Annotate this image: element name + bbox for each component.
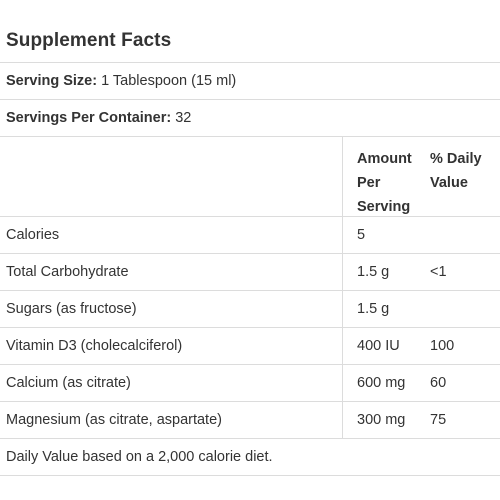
table-row: Magnesium (as citrate, aspartate) 300 mg…: [0, 402, 500, 439]
daily-value-footnote: Daily Value based on a 2,000 calorie die…: [6, 449, 273, 465]
serving-size-row: Serving Size: 1 Tablespoon (15 ml): [0, 63, 500, 100]
nutrient-name: Calcium (as citrate): [6, 375, 131, 391]
amount-header-cell: Amount Per Serving: [342, 137, 422, 216]
serving-size-value: 1 Tablespoon (15 ml): [101, 73, 237, 89]
serving-size: Serving Size: 1 Tablespoon (15 ml): [6, 73, 236, 89]
nutrient-dv-cell: [422, 217, 500, 253]
nutrient-dv: 100: [430, 338, 455, 354]
page-title: Supplement Facts: [6, 30, 172, 51]
supplement-facts-table: Serving Size: 1 Tablespoon (15 ml) Servi…: [0, 62, 500, 476]
nutrient-amount-cell: 400 IU: [342, 328, 422, 364]
nutrient-dv-cell: 60: [422, 365, 500, 401]
daily-value-header: % Daily Value: [430, 151, 482, 191]
nutrient-amount-cell: 1.5 g: [342, 254, 422, 290]
footnote-row: Daily Value based on a 2,000 calorie die…: [0, 439, 500, 476]
nutrient-name: Calories: [6, 227, 60, 243]
nutrient-dv-cell: <1: [422, 254, 500, 290]
servings-per-container-row: Servings Per Container: 32: [0, 100, 500, 137]
nutrient-amount-cell: 300 mg: [342, 402, 422, 438]
servings-per-container: Servings Per Container: 32: [6, 110, 191, 126]
nutrient-dv: <1: [430, 264, 447, 280]
nutrient-dv: 75: [430, 412, 447, 428]
nutrient-amount-cell: 5: [342, 217, 422, 253]
table-row: Total Carbohydrate 1.5 g <1: [0, 254, 500, 291]
servings-per-container-label: Servings Per Container:: [6, 110, 172, 126]
nutrient-amount: 400 IU: [357, 338, 400, 354]
nutrient-amount: 5: [357, 227, 366, 243]
nutrient-amount-cell: 600 mg: [342, 365, 422, 401]
nutrient-amount: 1.5 g: [357, 301, 390, 317]
nutrient-amount-cell: 1.5 g: [342, 291, 422, 327]
nutrient-name: Sugars (as fructose): [6, 301, 137, 317]
serving-size-label: Serving Size:: [6, 73, 98, 89]
nutrient-name: Total Carbohydrate: [6, 264, 129, 280]
nutrient-dv: 60: [430, 375, 447, 391]
nutrient-amount: 1.5 g: [357, 264, 390, 280]
table-row: Calories 5: [0, 217, 500, 254]
table-row: Sugars (as fructose) 1.5 g: [0, 291, 500, 328]
table-row: Vitamin D3 (cholecalciferol) 400 IU 100: [0, 328, 500, 365]
nutrient-dv-cell: [422, 291, 500, 327]
servings-per-container-value: 32: [175, 110, 192, 126]
amount-per-serving-header: Amount Per Serving: [357, 151, 412, 215]
column-header-row: Amount Per Serving % Daily Value: [0, 137, 500, 217]
nutrient-dv-cell: 100: [422, 328, 500, 364]
nutrient-name: Vitamin D3 (cholecalciferol): [6, 338, 183, 354]
table-row: Calcium (as citrate) 600 mg 60: [0, 365, 500, 402]
nutrient-dv-cell: 75: [422, 402, 500, 438]
nutrient-name: Magnesium (as citrate, aspartate): [6, 412, 222, 428]
nutrient-amount: 600 mg: [357, 375, 406, 391]
daily-value-header-cell: % Daily Value: [422, 137, 500, 216]
nutrient-amount: 300 mg: [357, 412, 406, 428]
